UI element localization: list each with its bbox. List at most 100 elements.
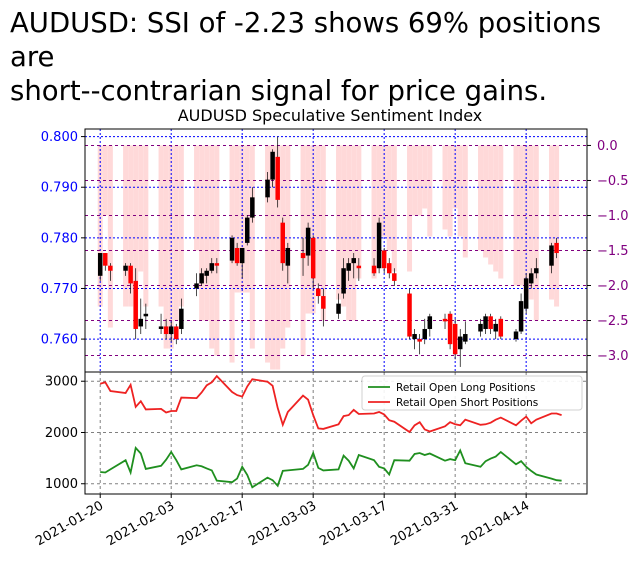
candle-body (523, 278, 529, 309)
candle-body (163, 326, 169, 335)
ssi-bar (178, 145, 184, 307)
candles (97, 136, 559, 367)
ssi-bar (457, 145, 463, 237)
bottom-panel-frame (84, 371, 588, 495)
legend-label: Retail Open Long Positions (396, 382, 536, 394)
legend-label: Retail Open Short Positions (396, 397, 538, 409)
candle-body (483, 316, 488, 329)
candle-body (128, 265, 133, 284)
ssi-bar (488, 145, 494, 265)
ssi-bar (107, 145, 113, 328)
date-tick-label: 2021-04-14 (459, 498, 532, 549)
ssi-bar (209, 145, 215, 349)
ssi-bar (371, 145, 377, 279)
date-tick-label: 2021-03-17 (317, 498, 390, 549)
candle-body (407, 293, 412, 337)
ssi-bar (533, 145, 539, 321)
candle-body (179, 308, 184, 329)
ssi-bar (123, 145, 129, 307)
date-tick-label: 2021-02-03 (104, 498, 177, 549)
candle-body (371, 265, 377, 274)
ssi-bar (199, 145, 205, 321)
ssi-bar (554, 145, 560, 307)
candle-body (417, 339, 422, 342)
candle-body (275, 156, 280, 200)
candle-body (250, 197, 255, 218)
candle-body (103, 253, 108, 266)
candle-body (534, 268, 539, 274)
ssi-bar (518, 145, 524, 286)
candle-body (488, 316, 493, 329)
candle-body (310, 237, 316, 279)
ssi-bar (391, 145, 397, 272)
ssi-bar (427, 145, 433, 237)
ssi-bar (513, 145, 519, 286)
candle-body (392, 273, 397, 281)
candle-body (528, 273, 534, 284)
candle-body (498, 318, 504, 337)
ssi-bar (478, 145, 484, 251)
headline-line-2: short--contrarian signal for price gains… (10, 75, 548, 107)
position-lines (99, 374, 562, 489)
price-tick-label: 0.790 (41, 181, 78, 196)
ssi-bars (97, 145, 560, 370)
ssi-bar (158, 145, 164, 307)
candle-body (174, 326, 179, 340)
candle-body (447, 313, 453, 345)
candle-body (194, 283, 199, 289)
candle-body (478, 323, 483, 332)
candle-body (97, 253, 103, 276)
candle-body (513, 331, 519, 340)
candle-body (316, 288, 321, 297)
ssi-bar (346, 145, 352, 321)
candle-body (199, 273, 204, 284)
candle-body (457, 336, 463, 350)
ssi-bar (447, 145, 453, 237)
candle-body (549, 245, 554, 266)
ssi-tick-label: −1.5 (597, 244, 629, 259)
candle-body (493, 323, 498, 332)
price-tick-label: 0.780 (41, 231, 78, 246)
price-tick-label: 0.800 (41, 130, 78, 145)
position-tick-label: 1000 (45, 477, 78, 492)
date-tick-label: 2021-03-31 (388, 498, 461, 549)
ssi-bar (204, 145, 210, 321)
ssi-bar (315, 145, 321, 286)
ssi-tick-label: 0.0 (597, 139, 618, 154)
headline: AUDUSD: SSI of -2.23 shows 69% positions… (10, 6, 635, 108)
ssi-tick-label: −3.0 (597, 349, 629, 364)
ssi-bar (173, 145, 179, 321)
candle-body (346, 263, 351, 271)
ssi-bar (265, 145, 271, 363)
candle-body (356, 265, 362, 269)
ssi-bar (412, 145, 418, 216)
ssi-bar (128, 145, 134, 307)
ssi-bar (285, 145, 291, 328)
ssi-bar (214, 145, 220, 356)
candle-body (381, 250, 387, 269)
ssi-bar (341, 145, 347, 307)
candle-body (412, 334, 417, 340)
position-tick-label: 3000 (45, 375, 78, 390)
legend: Retail Open Long Positions Retail Open Sh… (361, 375, 583, 411)
ssi-bar (133, 145, 139, 328)
candle-body (108, 265, 113, 271)
candle-body (234, 247, 240, 264)
ssi-bar (422, 145, 428, 209)
candle-body (138, 318, 144, 327)
price-tick-label: 0.770 (41, 282, 78, 297)
ssi-tick-label: −2.0 (597, 279, 629, 294)
ssi-bar (163, 145, 169, 349)
ssi-bar (376, 145, 382, 237)
candle-body (300, 253, 306, 259)
ssi-bar (270, 145, 276, 370)
candle-body (270, 151, 275, 180)
candle-body (422, 328, 427, 340)
ssi-bar (498, 145, 504, 279)
ssi-bar (249, 145, 255, 349)
candle-body (280, 222, 286, 264)
candle-body (285, 247, 291, 266)
ssi-tick-label: −2.5 (597, 314, 629, 329)
ssi-bar (549, 145, 555, 300)
